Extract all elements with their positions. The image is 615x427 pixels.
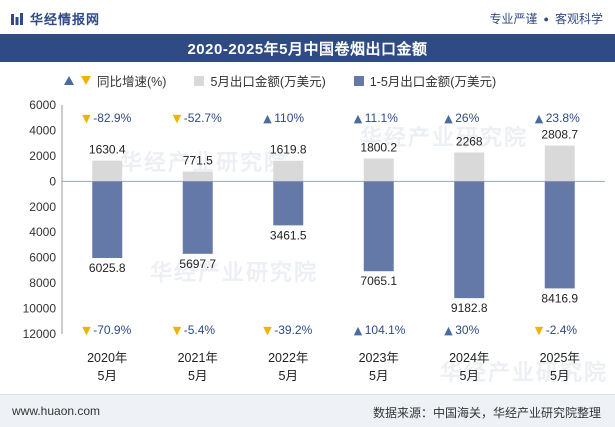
y-tick-label: 6000 (29, 98, 56, 112)
growth-label-ytd: -39.2% (274, 323, 312, 337)
x-tick-label: 5月 (369, 369, 388, 383)
legend-growth-label: 同比增速(%) (97, 75, 167, 89)
triangle-up-icon: ▲ (535, 112, 544, 125)
x-tick-label: 2022年 (268, 351, 308, 365)
triangle-down-icon: ▼ (82, 324, 91, 337)
chart-title: 2020-2025年5月中国卷烟出口金额 (187, 40, 428, 58)
y-tick-label: 2000 (29, 200, 56, 214)
x-tick-label: 2020年 (87, 351, 127, 365)
bar-may (92, 160, 123, 182)
y-tick-label: 6000 (29, 251, 56, 265)
data-label-may: 2808.7 (541, 128, 578, 142)
tagline-left: 专业严谨 (489, 12, 538, 26)
y-tick-label: 4000 (29, 123, 56, 137)
y-tick-label: 10000 (23, 302, 57, 316)
bar-may (182, 171, 213, 182)
chart: 6000 4000 2000 0 2000 4000 6000 8000 10000 12000 1… (23, 98, 605, 383)
data-label-ytd: 8416.9 (541, 291, 578, 305)
growth-label-may: 110% (274, 111, 304, 125)
growth-label-may: -82.9% (93, 111, 131, 125)
triangle-down-icon: ▼ (263, 324, 272, 337)
x-tick-label: 2025年 (540, 351, 580, 365)
brand-name: 华经情报网 (30, 12, 101, 27)
x-tick-label: 2021年 (178, 351, 218, 365)
title-bar: 2020-2025年5月中国卷烟出口金额 (0, 34, 615, 62)
data-label-may: 2268 (456, 134, 483, 148)
footer-url[interactable]: www.huaon.com (12, 404, 101, 418)
triangle-up-icon: ▲ (354, 112, 363, 125)
growth-label-ytd: -2.4% (546, 323, 578, 337)
y-tick-label: 8000 (29, 276, 56, 290)
bar-ytd (273, 181, 304, 226)
x-tick-label: 2024年 (449, 351, 489, 365)
triangle-up-icon: ▲ (444, 324, 453, 337)
x-tick-label: 5月 (98, 369, 117, 383)
data-label-may: 771.5 (183, 154, 213, 168)
triangle-down-icon: ▼ (82, 112, 91, 125)
data-label-ytd: 5697.7 (179, 257, 216, 271)
footer: www.huaon.com 数据来源：中国海关，华经产业研究院整理 (0, 394, 615, 427)
growth-label-may: 11.1% (365, 111, 398, 125)
bar-may (454, 152, 485, 182)
bullet-icon: ● (543, 13, 549, 24)
legend: 同比增速(%) 5月出口金额(万美元) 1-5月出口金额(万美元) (64, 71, 496, 90)
growth-label-ytd: -70.9% (93, 323, 131, 337)
legend-ytd-label: 1-5月出口金额(万美元) (369, 75, 497, 89)
growth-label-ytd: 104.1% (365, 323, 406, 337)
y-tick-label: 4000 (29, 225, 56, 239)
triangle-down-icon: ▼ (173, 112, 182, 125)
bar-ytd (182, 181, 213, 254)
growth-label-may: 23.8% (546, 111, 580, 125)
tagline-right: 客观科学 (554, 12, 603, 26)
y-tick-label: 0 (49, 174, 56, 188)
data-label-may: 1619.8 (270, 143, 307, 157)
bar-ytd (544, 181, 575, 289)
bar-may (363, 158, 394, 182)
y-tick-label: 12000 (23, 327, 57, 341)
bar-ytd (363, 181, 394, 272)
brand[interactable]: 华经情报网 (10, 9, 100, 28)
data-label-ytd: 3461.5 (270, 228, 307, 242)
legend-may[interactable]: 5月出口金额(万美元) (194, 71, 326, 90)
growth-label-ytd: 30% (455, 323, 479, 337)
x-tick-label: 5月 (550, 369, 569, 383)
legend-swatch-ytd (353, 75, 364, 86)
x-tick-label: 5月 (279, 369, 298, 383)
footer-source: 数据来源：中国海关，华经产业研究院整理 (372, 406, 601, 420)
bar-ytd (454, 181, 485, 299)
data-label-may: 1630.4 (89, 143, 126, 157)
x-tick-label: 5月 (460, 369, 479, 383)
logo-icon (11, 12, 23, 25)
tagline: 专业严谨 ● 客观科学 (490, 10, 603, 27)
triangle-up-icon: ▲ (444, 112, 453, 125)
legend-may-label: 5月出口金额(万美元) (210, 75, 326, 89)
growth-label-may: 26% (455, 111, 479, 125)
bar-may (544, 145, 575, 182)
legend-swatch-may (194, 75, 205, 86)
triangle-down-icon (81, 76, 91, 85)
growth-label-may: -52.7% (184, 111, 222, 125)
growth-label-ytd: -5.4% (184, 323, 216, 337)
top-bar: 华经情报网 专业严谨 ● 客观科学 (0, 0, 615, 34)
triangle-up-icon: ▲ (263, 112, 272, 125)
y-tick-label: 2000 (29, 149, 56, 163)
x-tick-label: 5月 (188, 369, 207, 383)
bar-ytd (92, 181, 123, 258)
data-label-ytd: 6025.8 (89, 261, 126, 275)
legend-ytd[interactable]: 1-5月出口金额(万美元) (353, 71, 497, 90)
triangle-up-icon: ▲ (354, 324, 363, 337)
triangle-up-icon (64, 76, 74, 85)
bar-may (273, 160, 304, 182)
data-label-ytd: 9182.8 (451, 301, 488, 315)
x-tick-label: 2023年 (359, 351, 399, 365)
data-label-may: 1800.2 (360, 140, 397, 154)
data-label-ytd: 7065.1 (360, 274, 397, 288)
triangle-down-icon: ▼ (535, 324, 544, 337)
triangle-down-icon: ▼ (173, 324, 182, 337)
legend-growth[interactable]: 同比增速(%) (64, 71, 166, 90)
